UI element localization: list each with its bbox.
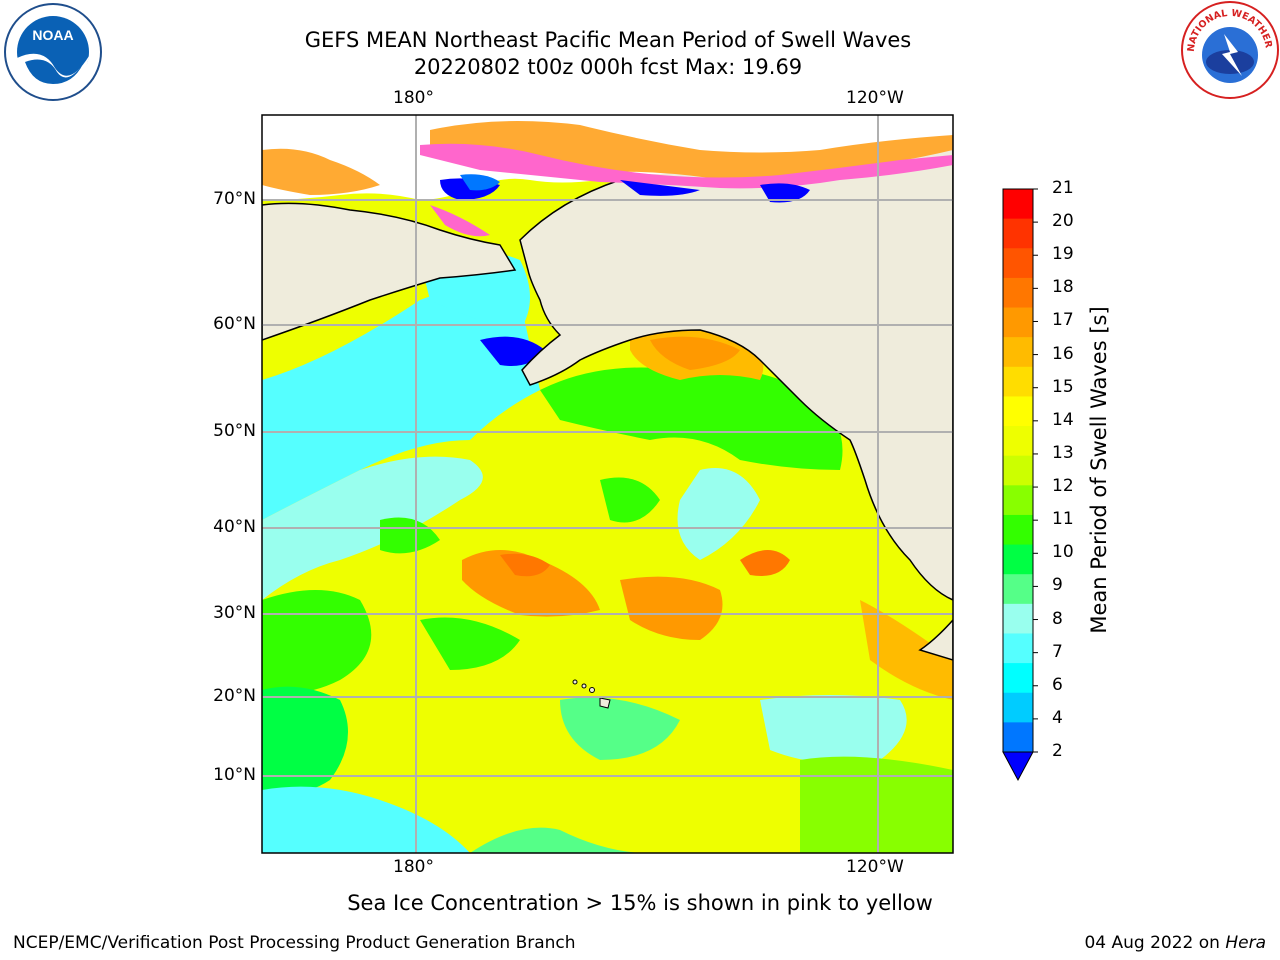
noaa-logo-text: NOAA [32, 27, 73, 43]
colorbar-segment [1003, 485, 1033, 516]
lon-tick-bottom-120w: 120°W [846, 857, 904, 877]
lat-tick-10n: 10°N [213, 765, 256, 785]
chart-subtitle: 20220802 t00z 000h fcst Max: 19.69 [413, 55, 803, 79]
lon-tick-top-180: 180° [393, 88, 434, 108]
colorbar-segment [1003, 514, 1033, 546]
sea-ice-note: Sea Ice Concentration > 15% is shown in … [347, 891, 933, 915]
lat-tick-40n: 40°N [213, 517, 256, 537]
map-frame [261, 114, 954, 854]
lat-tick-30n: 30°N [213, 603, 256, 623]
colorbar-segment [1003, 277, 1033, 309]
colorbar-segment [1003, 455, 1033, 486]
chart-title: GEFS MEAN Northeast Pacific Mean Period … [304, 28, 912, 52]
credit-text: NCEP/EMC/Verification Post Processing Pr… [13, 933, 576, 953]
colorbar-tick-label: 17 [1052, 310, 1074, 331]
colorbar-segment [1003, 189, 1033, 220]
colorbar-segment [1003, 366, 1033, 397]
colorbar-tick-label: 19 [1052, 244, 1074, 265]
colorbar-tick-label: 21 [1052, 178, 1074, 198]
colorbar-segment [1003, 544, 1033, 575]
colorbar-tick-label: 7 [1052, 641, 1063, 662]
noaa-logo: NOAA [4, 3, 102, 101]
colorbar-tick-label: 6 [1052, 674, 1063, 695]
colorbar-tick-label: 2 [1052, 741, 1063, 761]
colorbar-segment [1003, 663, 1033, 694]
lon-tick-bottom-180: 180° [393, 857, 434, 877]
date-text: 04 Aug 2022 on Hera [1084, 933, 1266, 953]
colorbar-tick-label: 15 [1052, 376, 1074, 397]
colorbar-tick-label: 4 [1052, 707, 1063, 728]
colorbar-tick-label: 18 [1052, 277, 1074, 298]
date-value: 04 Aug 2022 on [1084, 933, 1220, 953]
lat-tick-60n: 60°N [213, 314, 256, 334]
colorbar-tick-label: 9 [1052, 575, 1063, 596]
colorbar-segment [1003, 574, 1033, 605]
colorbar-tick-label: 8 [1052, 608, 1063, 629]
colorbar-tick-label: 13 [1052, 442, 1074, 463]
colorbar-segment [1003, 692, 1033, 723]
colorbar-segment [1003, 337, 1033, 368]
sea-ice [262, 115, 953, 237]
hawaii-islands [572, 679, 611, 709]
colorbar-tick-label: 10 [1052, 542, 1074, 563]
colorbar-tick-label: 14 [1052, 409, 1074, 430]
lon-tick-top-120w: 120°W [846, 88, 904, 108]
lat-tick-70n: 70°N [213, 189, 256, 209]
lat-tick-20n: 20°N [213, 686, 256, 706]
colorbar-tick-label: 16 [1052, 343, 1074, 364]
colorbar-tick-label: 20 [1052, 211, 1074, 232]
graticule [262, 115, 953, 853]
colorbar-extend-arrow [1002, 751, 1034, 782]
colorbar-segment [1003, 633, 1033, 664]
colorbar-segment [1003, 396, 1033, 427]
colorbar-tick-label: 12 [1052, 476, 1074, 497]
colorbar-segment [1003, 426, 1033, 457]
colorbar-frame [1002, 188, 1034, 753]
colorbar-segment [1003, 248, 1033, 279]
colorbar-segment [1003, 603, 1033, 634]
colorbar-segment [1003, 307, 1033, 338]
colorbar-tick-label: 11 [1052, 509, 1074, 530]
colorbar-title: Mean Period of Swell Waves [s] [1087, 306, 1111, 634]
nws-logo: NATIONAL WEATHER SERVICE [1180, 0, 1279, 99]
colorbar-segment [1003, 218, 1033, 249]
host-name: Hera [1225, 933, 1266, 953]
colorbar-segment [1003, 722, 1033, 753]
lat-tick-50n: 50°N [213, 421, 256, 441]
